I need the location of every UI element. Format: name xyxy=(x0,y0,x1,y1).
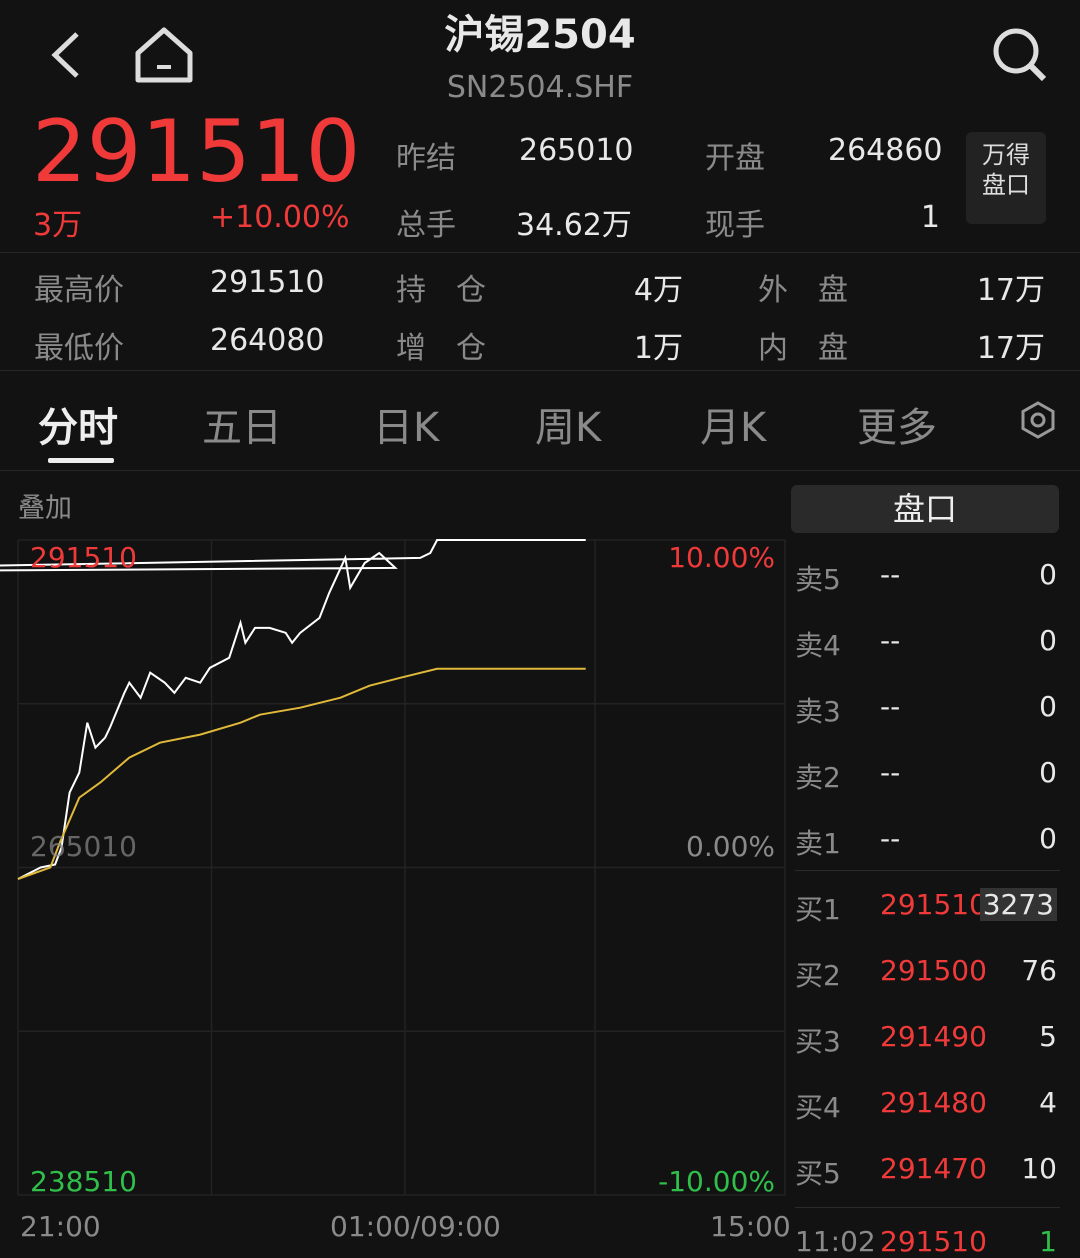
detail-value: 1万 xyxy=(633,331,683,366)
y-label-pct-base: 0.00% xyxy=(686,830,775,863)
page-title: 沪锡2504 xyxy=(444,12,636,58)
level-label: 买2 xyxy=(795,959,841,992)
intraday-chart[interactable] xyxy=(0,0,790,1250)
level-qty: 5 xyxy=(1039,1020,1057,1053)
level-price: -- xyxy=(880,690,901,723)
level-price: -- xyxy=(880,558,901,591)
wind-button-label: 万得 盘口 xyxy=(982,141,1030,199)
level-price: 291490 xyxy=(880,1020,987,1053)
stat-value: 34.62万 xyxy=(516,208,632,243)
level-qty: 3273 xyxy=(979,888,1057,921)
level-label: 卖5 xyxy=(795,563,841,596)
ask-row[interactable]: 卖2 -- 0 xyxy=(795,756,1060,796)
x-label: 21:00 xyxy=(20,1210,101,1243)
home-icon[interactable] xyxy=(133,25,195,85)
ask-row[interactable]: 卖4 -- 0 xyxy=(795,624,1060,664)
level-price: 291470 xyxy=(880,1152,987,1185)
level-price: 291480 xyxy=(880,1086,987,1119)
x-label: 15:00 xyxy=(710,1210,791,1243)
bid-row[interactable]: 买3 291490 5 xyxy=(795,1020,1060,1060)
bid-row[interactable]: 买5 291470 10 xyxy=(795,1152,1060,1192)
level-price: -- xyxy=(880,822,901,855)
wind-orderbook-button[interactable]: 万得 盘口 xyxy=(966,132,1046,224)
orderbook-title[interactable]: 盘口 xyxy=(791,485,1059,533)
detail-label: 最高价 xyxy=(34,273,124,308)
level-qty: 0 xyxy=(1039,822,1057,855)
stat-value: 264860 xyxy=(828,133,943,168)
detail-value: 4万 xyxy=(633,273,683,308)
bid-row[interactable]: 买4 291480 4 xyxy=(795,1086,1060,1126)
gear-icon[interactable] xyxy=(1018,400,1058,440)
level-label: 卖3 xyxy=(795,695,841,728)
tab-monthly-k[interactable]: 月K xyxy=(700,405,767,451)
volume-short: 3万 xyxy=(33,208,83,243)
stat-value: 1 xyxy=(920,200,940,235)
trade-divider xyxy=(795,1207,1060,1208)
ask-row[interactable]: 卖3 -- 0 xyxy=(795,690,1060,730)
orderbook-title-label: 盘口 xyxy=(892,490,957,528)
detail-value: 17万 xyxy=(976,331,1045,366)
detail-label: 增 仓 xyxy=(396,331,486,366)
stat-label: 昨结 xyxy=(396,141,456,176)
y-label-base: 265010 xyxy=(30,830,137,863)
detail-label: 内 盘 xyxy=(758,331,848,366)
level-price: -- xyxy=(880,624,901,657)
y-label-high: 291510 xyxy=(30,541,137,574)
level-price: 291500 xyxy=(880,954,987,987)
detail-label: 最低价 xyxy=(34,331,124,366)
y-label-low: 238510 xyxy=(30,1165,137,1198)
active-tab-indicator xyxy=(48,458,114,463)
bid-row[interactable]: 买1 291510 3273 xyxy=(795,888,1060,928)
trade-qty: 1 xyxy=(1039,1225,1057,1258)
level-label: 买4 xyxy=(795,1091,841,1124)
y-label-pct-low: -10.00% xyxy=(658,1165,775,1198)
level-qty: 0 xyxy=(1039,624,1057,657)
level-label: 买3 xyxy=(795,1025,841,1058)
trade-price: 291510 xyxy=(880,1225,987,1258)
back-icon[interactable] xyxy=(45,30,85,80)
level-price: -- xyxy=(880,756,901,789)
search-icon[interactable] xyxy=(990,25,1050,85)
tab-daily-k[interactable]: 日K xyxy=(373,405,440,451)
level-qty: 76 xyxy=(1021,954,1057,987)
detail-label: 持 仓 xyxy=(396,273,486,308)
last-price: 291510 xyxy=(32,102,361,202)
bid-row[interactable]: 买2 291500 76 xyxy=(795,954,1060,994)
level-qty: 0 xyxy=(1039,756,1057,789)
stat-label: 总手 xyxy=(396,208,456,243)
contract-code: SN2504.SHF xyxy=(446,70,634,105)
detail-value: 17万 xyxy=(976,273,1045,308)
stat-label: 现手 xyxy=(705,208,765,243)
detail-value: 291510 xyxy=(210,265,325,300)
level-label: 卖2 xyxy=(795,761,841,794)
level-price: 291510 xyxy=(880,888,987,921)
orderbook-divider xyxy=(795,870,1060,871)
overlay-button[interactable]: 叠加 xyxy=(18,493,72,524)
level-label: 买5 xyxy=(795,1157,841,1190)
tab-more[interactable]: 更多 xyxy=(857,405,937,451)
ask-row[interactable]: 卖1 -- 0 xyxy=(795,822,1060,862)
level-qty: 0 xyxy=(1039,558,1057,591)
change-percent: +10.00% xyxy=(210,200,350,235)
level-qty: 4 xyxy=(1039,1086,1057,1119)
stat-value: 265010 xyxy=(519,133,634,168)
stat-label: 开盘 xyxy=(705,141,765,176)
detail-label: 外 盘 xyxy=(758,273,848,308)
average-price-line xyxy=(17,667,586,880)
ask-row[interactable]: 卖5 -- 0 xyxy=(795,558,1060,598)
level-label: 买1 xyxy=(795,893,841,926)
price-line xyxy=(0,539,586,880)
trade-time: 11:02 xyxy=(795,1225,876,1258)
level-label: 卖1 xyxy=(795,827,841,860)
tab-intraday[interactable]: 分时 xyxy=(38,405,118,451)
x-label: 01:00/09:00 xyxy=(330,1210,501,1243)
y-label-pct-high: 10.00% xyxy=(668,541,775,574)
detail-value: 264080 xyxy=(210,323,325,358)
level-qty: 0 xyxy=(1039,690,1057,723)
tab-five-day[interactable]: 五日 xyxy=(202,405,282,451)
level-label: 卖4 xyxy=(795,629,841,662)
tab-weekly-k[interactable]: 周K xyxy=(535,405,602,451)
level-qty: 10 xyxy=(1021,1152,1057,1185)
